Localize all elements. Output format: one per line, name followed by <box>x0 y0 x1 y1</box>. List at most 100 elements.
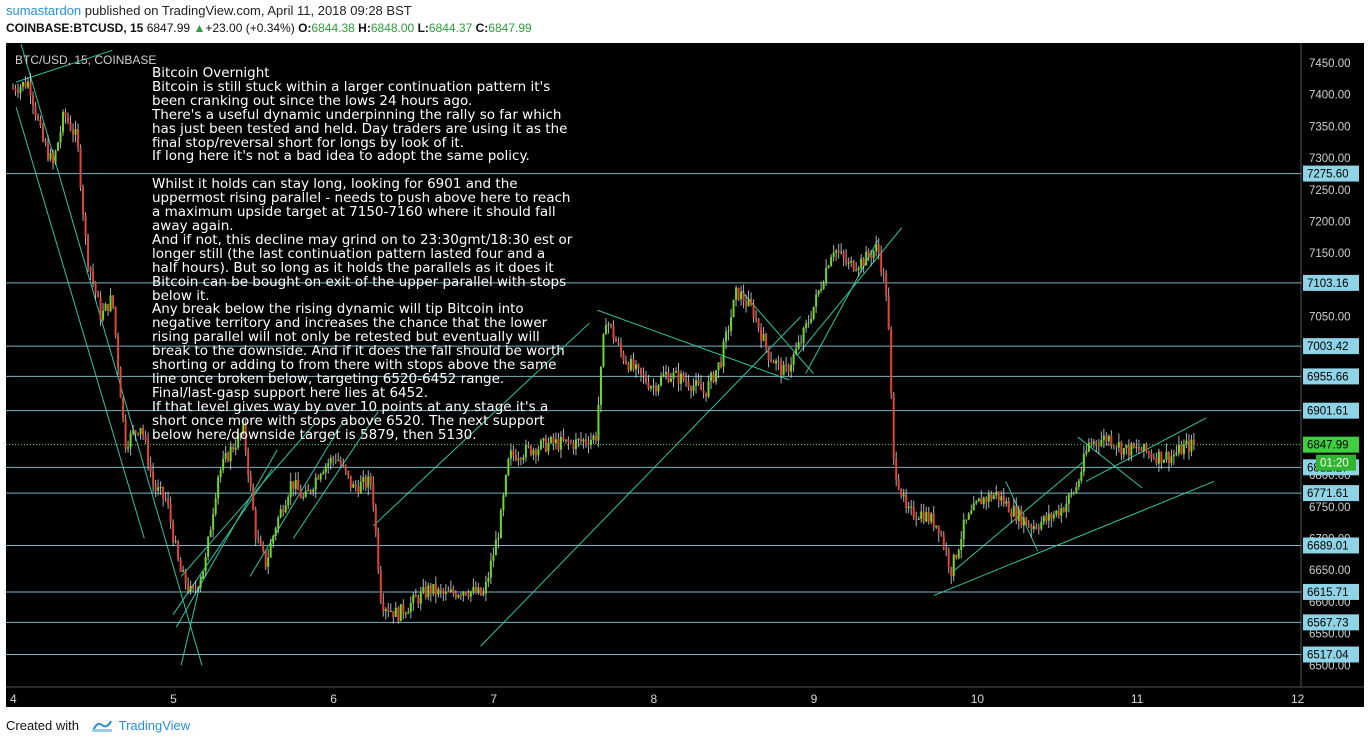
candle-body <box>792 354 795 365</box>
candle-body <box>207 536 210 557</box>
candle-body <box>77 128 80 148</box>
candle-body <box>354 484 357 487</box>
chart-pane[interactable]: 6500.006550.006600.006650.006700.006750.… <box>6 43 1364 707</box>
level-label-box <box>1303 338 1359 355</box>
candle-body <box>222 458 225 470</box>
candle-body <box>920 511 923 520</box>
candle-body <box>59 131 62 143</box>
trend-line <box>480 316 802 647</box>
candle-body <box>857 267 860 270</box>
candle-body <box>437 588 440 595</box>
candle-body <box>947 550 950 568</box>
candle-body <box>17 91 20 93</box>
candle-body <box>985 497 988 502</box>
candle-body <box>137 433 140 435</box>
candle-body <box>895 458 898 480</box>
candle-body <box>1130 443 1133 456</box>
y-tick-label: 6500.00 <box>1309 660 1351 672</box>
candle-body <box>935 525 938 528</box>
candle-body <box>782 364 785 376</box>
candle-body <box>284 505 287 513</box>
level-label: 6567.73 <box>1307 617 1349 629</box>
price-chart[interactable]: 6500.006550.006600.006650.006700.006750.… <box>6 43 1364 707</box>
close-label: C: <box>475 21 489 35</box>
candle-body <box>1125 444 1128 449</box>
candle-body <box>139 427 142 435</box>
candle-body <box>850 260 853 263</box>
candle-body <box>82 187 85 215</box>
candle-body <box>467 594 470 597</box>
candle-body <box>99 297 102 320</box>
x-tick-label: 6 <box>330 692 337 706</box>
candle-body <box>379 570 382 602</box>
candle-body <box>269 543 272 558</box>
candle-body <box>47 143 50 160</box>
candle-body <box>717 362 720 371</box>
candle-body <box>184 570 187 584</box>
candle-body <box>997 491 1000 501</box>
candle-body <box>852 260 855 271</box>
candle-body <box>44 141 47 144</box>
candle-body <box>812 306 815 319</box>
candle-body <box>114 306 117 336</box>
candle-body <box>352 484 355 488</box>
candle-body <box>219 469 222 478</box>
candle-body <box>229 446 232 462</box>
candle-body <box>1112 445 1115 447</box>
candle-body <box>982 497 985 505</box>
candle-body <box>314 477 317 490</box>
candle-body <box>1015 506 1018 522</box>
candle-body <box>867 251 870 257</box>
candle-body <box>349 475 352 488</box>
candle-body <box>179 559 182 572</box>
level-label: 7275.60 <box>1307 169 1349 181</box>
candle-body <box>587 443 590 446</box>
candle-body <box>74 128 77 135</box>
candle-body <box>262 544 265 551</box>
candle-body <box>577 439 580 441</box>
candle-body <box>667 372 670 382</box>
tradingview-link[interactable]: TradingView <box>118 718 191 733</box>
candle-body <box>1062 508 1065 512</box>
candle-body <box>279 509 282 518</box>
candle-body <box>1135 446 1138 448</box>
candle-body <box>424 586 427 597</box>
candle-body <box>469 591 472 597</box>
candle-body <box>32 95 35 106</box>
candle-body <box>457 595 460 598</box>
candle-body <box>1145 443 1148 452</box>
candle-body <box>217 477 220 499</box>
candle-body <box>877 244 880 253</box>
candle-body <box>72 130 75 135</box>
candle-body <box>897 479 900 490</box>
x-tick-label: 9 <box>811 692 818 706</box>
candle-body <box>1110 436 1113 446</box>
candle-body <box>342 464 345 466</box>
candle-body <box>529 445 532 455</box>
candle-body <box>770 360 773 362</box>
candle-body <box>214 498 217 515</box>
level-label-box <box>1303 274 1359 291</box>
candle-body <box>952 554 955 577</box>
candle-body <box>502 495 505 511</box>
candle-body <box>820 288 823 291</box>
candle-body <box>692 385 695 391</box>
candle-body <box>532 449 535 455</box>
candle-body <box>239 433 242 435</box>
candle-body <box>512 450 515 456</box>
candle-body <box>837 250 840 253</box>
candle-body <box>720 362 723 367</box>
candle-body <box>384 609 387 612</box>
trend-line <box>933 480 1215 597</box>
candle-body <box>404 613 407 615</box>
trend-line <box>597 309 790 381</box>
candle-body <box>1007 501 1010 513</box>
author-link[interactable]: sumastardon <box>6 3 82 18</box>
candle-body <box>477 587 480 593</box>
open-value: 6844.38 <box>311 21 355 35</box>
candle-body <box>237 434 240 448</box>
candle-body <box>324 465 327 473</box>
candle-body <box>622 352 625 362</box>
candle-body <box>965 519 968 521</box>
candle-body <box>294 480 297 489</box>
